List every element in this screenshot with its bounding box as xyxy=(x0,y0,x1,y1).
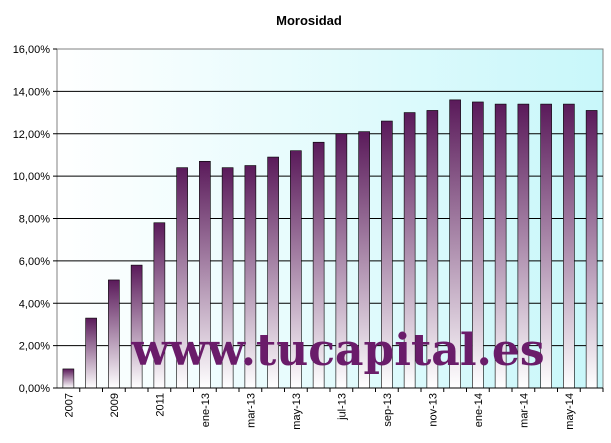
y-tick-label: 4,00% xyxy=(19,298,50,310)
x-tick-label: ene-14 xyxy=(473,393,485,427)
bar-2008 xyxy=(85,317,97,389)
bar-jun-14 xyxy=(585,110,598,389)
x-tick-label: jul-13 xyxy=(336,393,348,421)
y-tick-label: 8,00% xyxy=(19,214,50,226)
x-tick-label: mar-14 xyxy=(518,393,530,428)
y-tick-label: 2,00% xyxy=(19,341,50,353)
y-tick-label: 12,00% xyxy=(13,129,51,141)
x-tick-label: 2011 xyxy=(154,393,166,417)
y-tick-label: 16,00% xyxy=(13,44,51,56)
x-tick-label: 2009 xyxy=(109,393,121,417)
x-axis-ticks: 2007 2009 2011 ene-13 mar-13 may-13 jul-13 sep-… xyxy=(57,387,604,430)
chart-title: Morosidad xyxy=(276,13,342,28)
x-tick-label: ene-13 xyxy=(200,393,212,427)
x-tick-label: nov-13 xyxy=(427,393,439,427)
x-tick-label: 2007 xyxy=(63,393,75,417)
x-tick-label: sep-13 xyxy=(382,393,394,427)
x-tick-label: may-13 xyxy=(291,393,303,430)
watermark: www.tucapital.es xyxy=(130,325,544,376)
bar-may-14 xyxy=(563,103,575,389)
y-tick-label: 0,00% xyxy=(19,383,50,395)
y-tick-label: 14,00% xyxy=(13,86,51,98)
y-axis-ticks: 0,00% 2,00% 4,00% 6,00% 8,00% 10,00% 12,00% 14,… xyxy=(13,44,57,395)
x-tick-label: mar-13 xyxy=(245,393,257,428)
bar-2009 xyxy=(108,279,120,389)
gridlines xyxy=(57,90,603,347)
y-tick-label: 10,00% xyxy=(13,171,51,183)
bar-2007 xyxy=(62,368,75,389)
x-tick-label: may-14 xyxy=(564,393,576,430)
y-tick-label: 6,00% xyxy=(19,256,50,268)
